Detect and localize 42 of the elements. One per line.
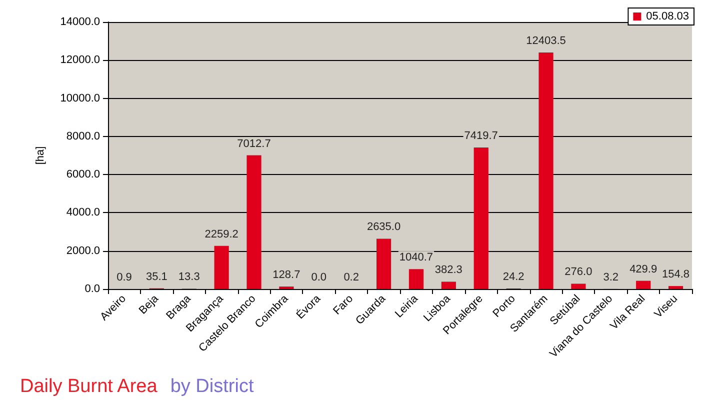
x-tick-label: Beja (136, 292, 162, 317)
data-label: 3.2 (603, 271, 619, 284)
bar (636, 280, 651, 289)
data-label: 7419.7 (464, 130, 498, 142)
data-label: 429.9 (630, 263, 658, 276)
data-label: 0.2 (344, 271, 359, 284)
bar (538, 52, 554, 289)
data-label: 128.7 (272, 269, 300, 282)
data-label: 0.0 (311, 272, 327, 284)
y-tick-label: 14000.0 (60, 16, 100, 28)
data-label: 35.1 (146, 270, 168, 283)
data-label: 154.8 (662, 268, 690, 281)
bar (214, 246, 229, 289)
y-tick-label: 10000.0 (60, 92, 100, 104)
data-label: 7012.7 (237, 138, 271, 150)
bar (246, 155, 262, 289)
y-axis-title: [ha] (34, 146, 46, 165)
data-label: 13.3 (178, 271, 200, 284)
y-tick-label: 12000.0 (60, 54, 100, 66)
data-label: 24.2 (502, 271, 524, 284)
data-label: 0.9 (116, 271, 132, 284)
text: by District (170, 376, 254, 397)
data-label: 276.0 (564, 266, 592, 278)
bar (408, 269, 424, 289)
legend-label: 05.08.03 (646, 10, 690, 22)
data-label: 12403.5 (526, 34, 566, 47)
data-label: 2259.2 (204, 228, 238, 240)
data-label: 382.3 (434, 264, 462, 276)
y-tick-label: 4000.0 (66, 206, 100, 219)
bar (571, 284, 586, 289)
bar (441, 282, 456, 289)
text: Daily Burnt Area (20, 376, 158, 397)
bar (376, 238, 392, 289)
y-tick-label: 0.0 (84, 283, 100, 295)
y-tick-label: 2000.0 (66, 244, 100, 257)
bar (668, 286, 684, 289)
data-label: 2635.0 (366, 221, 401, 234)
x-tick-label: Faro (331, 292, 356, 318)
bar (474, 147, 488, 289)
y-tick-label: 6000.0 (66, 168, 100, 181)
data-label: 1040.7 (399, 252, 434, 264)
y-tick-label: 8000.0 (66, 130, 100, 142)
